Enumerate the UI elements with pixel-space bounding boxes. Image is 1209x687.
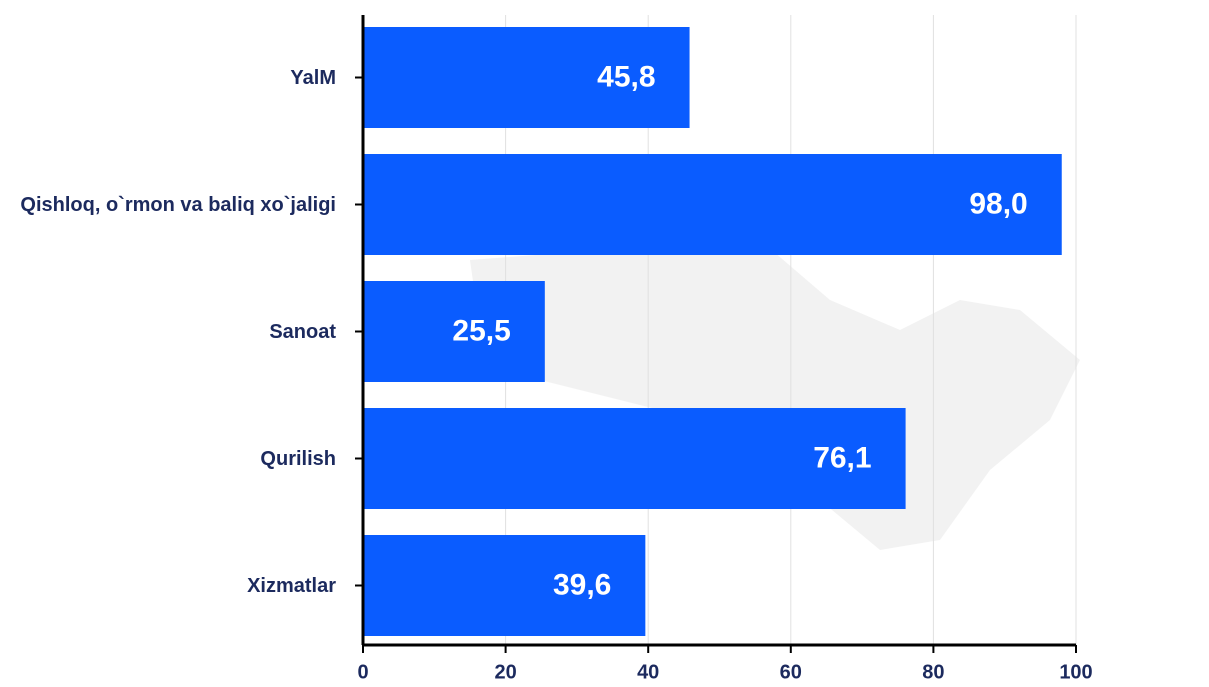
bar bbox=[363, 27, 690, 128]
x-tick-label: 40 bbox=[637, 661, 659, 683]
bar bbox=[363, 154, 1062, 255]
bar bbox=[363, 281, 545, 382]
background-map bbox=[470, 240, 1080, 550]
value-label: 45,8 bbox=[597, 60, 655, 93]
y-tick-label: Qurilish bbox=[260, 447, 336, 470]
bar bbox=[363, 535, 646, 636]
value-label: 76,1 bbox=[813, 441, 871, 474]
x-tick-label: 100 bbox=[1059, 661, 1092, 683]
x-tick-label: 60 bbox=[780, 661, 802, 683]
x-tick-label: 80 bbox=[922, 661, 944, 683]
x-tick-label: 20 bbox=[494, 661, 516, 683]
y-tick-label: Qishloq, o`rmon va baliq xo`jaligi bbox=[20, 193, 336, 216]
y-tick-label: Xizmatlar bbox=[247, 574, 336, 597]
y-tick-label: Sanoat bbox=[269, 320, 336, 343]
value-label: 39,6 bbox=[553, 568, 611, 601]
bar bbox=[363, 408, 906, 509]
value-label: 25,5 bbox=[452, 314, 510, 347]
y-tick-label: YalM bbox=[290, 66, 336, 89]
x-tick-label: 0 bbox=[357, 661, 368, 683]
value-label: 98,0 bbox=[969, 187, 1027, 220]
